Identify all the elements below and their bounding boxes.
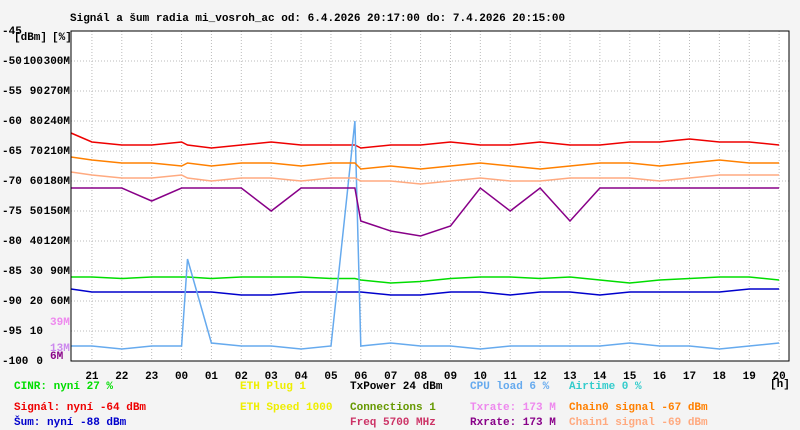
legend-entry: Txrate: 173 M (470, 402, 556, 414)
series-line (70, 288, 780, 296)
legend-entry: ETH Speed 1000 (240, 402, 332, 414)
x-tick-label: 12 (534, 371, 547, 383)
y3-tick-label: 90M (50, 266, 70, 278)
y-tick-label: -95 (2, 326, 22, 338)
y2-tick-label: 40 (30, 236, 43, 248)
series-line (71, 120, 780, 350)
x-tick-label: 11 (504, 371, 518, 383)
annotation: 6M (50, 351, 64, 363)
y-tick-label: -100 (2, 356, 28, 368)
legend-entry: Chain0 signal -67 dBm (569, 402, 708, 414)
legend-entry: Connections 1 (350, 402, 436, 414)
series-line (70, 156, 780, 170)
legend-entry: CPU load 6 % (470, 381, 550, 393)
y-tick-label: -55 (2, 86, 22, 98)
y3-tick-label: 150M (44, 206, 71, 218)
y3-tick-label: 300M (44, 56, 71, 68)
y3-tick-label: 210M (44, 146, 71, 158)
y-tick-label: -80 (2, 236, 22, 248)
legend-entry: Šum: nyní -88 dBm (14, 415, 127, 429)
y2-tick-label: 10 (30, 326, 43, 338)
y-tick-label: -65 (2, 146, 22, 158)
y3-tick-label: 240M (44, 116, 71, 128)
y-tick-label: -85 (2, 266, 22, 278)
plot-frame (70, 30, 790, 362)
x-tick-label: 20 (773, 371, 786, 383)
y2-tick-label: 100 (23, 56, 43, 68)
legend-entry: Airtime 0 % (569, 381, 642, 393)
y2-tick-label: 30 (30, 266, 43, 278)
x-tick-label: 00 (175, 371, 188, 383)
y2-tick-label: 50 (30, 206, 43, 218)
y2-tick-label: 0 (36, 356, 43, 368)
y3-tick-label: 180M (44, 176, 71, 188)
y-tick-label: -75 (2, 206, 22, 218)
plot-area (71, 31, 789, 361)
y-tick-label: -50 (2, 56, 22, 68)
x-tick-label: 21 (85, 371, 99, 383)
y3-tick-label: 120M (44, 236, 71, 248)
x-tick-label: 14 (593, 371, 607, 383)
x-tick-label: 17 (683, 371, 696, 383)
x-tick-label: 08 (414, 371, 428, 383)
x-tick-label: 18 (713, 371, 727, 383)
x-tick-label: 15 (623, 371, 637, 383)
x-tick-label: 13 (563, 371, 577, 383)
x-tick-label: 01 (205, 371, 219, 383)
x-tick-label: 19 (743, 371, 756, 383)
x-tick-label: 06 (354, 371, 367, 383)
legend-entry: CINR: nyní 27 % (14, 381, 113, 393)
y2-tick-label: 90 (30, 86, 43, 98)
y2-tick-label: 80 (30, 116, 43, 128)
legend-entry: Freq 5700 MHz (350, 417, 436, 429)
series-line (70, 132, 780, 149)
x-axis-label: [h] (770, 379, 790, 391)
x-tick-label: 02 (235, 371, 248, 383)
legend-entry: Rxrate: 173 M (470, 417, 556, 429)
y2-tick-label: 20 (30, 296, 43, 308)
x-tick-label: 23 (145, 371, 159, 383)
y2-axis-label: [%] (52, 32, 72, 44)
annotation: 39M (50, 317, 70, 329)
legend-entry: Signál: nyní -64 dBm (14, 402, 146, 414)
y-tick-label: -90 (2, 296, 22, 308)
chart-title: Signál a šum radia mi_vosroh_ac od: 6.4.… (70, 13, 565, 25)
x-tick-label: 03 (265, 371, 279, 383)
legend-entry: ETH Plug 1 (240, 381, 306, 393)
x-tick-label: 16 (653, 371, 666, 383)
x-tick-label: 07 (384, 371, 397, 383)
legend-entry: TxPower 24 dBm (350, 381, 443, 393)
y-tick-label: -70 (2, 176, 22, 188)
legend-entry: Chain1 signal -69 dBm (569, 417, 708, 429)
y2-tick-label: 70 (30, 146, 43, 158)
y-axis-label: [dBm] (14, 32, 47, 44)
x-tick-label: 09 (444, 371, 457, 383)
y-tick-label: -45 (2, 26, 22, 38)
series-line (71, 186, 780, 237)
y3-tick-label: 270M (44, 86, 71, 98)
series-line (70, 171, 780, 185)
x-tick-label: 10 (474, 371, 487, 383)
y-tick-label: -60 (2, 116, 22, 128)
x-tick-label: 04 (294, 371, 308, 383)
x-tick-label: 05 (324, 371, 338, 383)
x-tick-label: 22 (115, 371, 128, 383)
y3-tick-label: 60M (50, 296, 70, 308)
annotation: 13M (50, 343, 70, 355)
y2-tick-label: 60 (30, 176, 43, 188)
series-line (71, 276, 780, 284)
